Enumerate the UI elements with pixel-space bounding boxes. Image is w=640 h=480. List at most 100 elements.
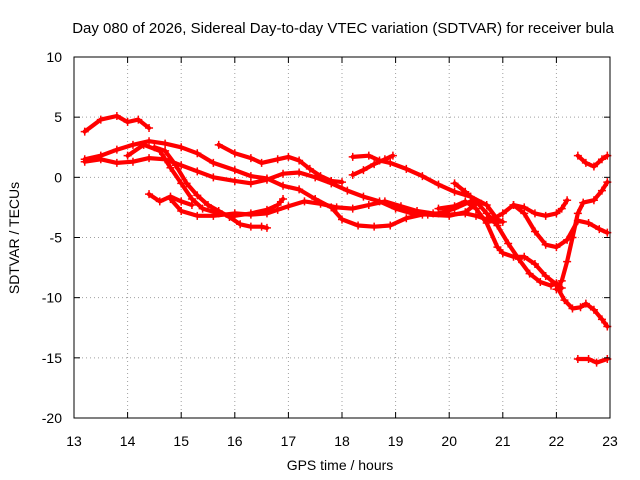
data-point xyxy=(597,155,606,164)
data-point xyxy=(187,201,196,210)
data-point xyxy=(246,179,255,188)
data-point xyxy=(579,198,588,207)
data-point xyxy=(257,158,266,167)
axis-ticks: 13 14 15 16 17 18 19 20 21 22 23 10 5 0 -5 -10 -15 -20 xyxy=(42,49,618,449)
data-point xyxy=(230,176,239,185)
data-point xyxy=(520,252,529,261)
data-point xyxy=(150,143,159,152)
y-tick-label: 5 xyxy=(54,109,62,125)
data-point xyxy=(520,209,529,218)
data-point xyxy=(295,185,304,194)
data-point xyxy=(112,158,121,167)
data-point xyxy=(193,211,202,220)
data-point xyxy=(198,204,207,213)
data-point xyxy=(80,157,89,166)
data-point xyxy=(482,201,491,210)
data-point xyxy=(592,358,601,367)
x-tick-label: 21 xyxy=(495,433,511,449)
data-point xyxy=(509,201,518,210)
data-point xyxy=(498,209,507,218)
data-point xyxy=(450,179,459,188)
chart-title: Day 080 of 2026, Sidereal Day-to-day VTE… xyxy=(72,20,614,37)
data-point xyxy=(386,158,395,167)
data-point xyxy=(552,281,561,290)
x-tick-label: 19 xyxy=(388,433,404,449)
data-point xyxy=(434,180,443,189)
data-point xyxy=(557,204,566,213)
data-point xyxy=(128,157,137,166)
data-point xyxy=(581,158,590,167)
data-point xyxy=(552,209,561,218)
data-point xyxy=(589,305,598,314)
data-point xyxy=(171,161,180,170)
data-series xyxy=(80,111,612,367)
data-point xyxy=(193,191,202,200)
data-point xyxy=(316,172,325,181)
data-point xyxy=(279,169,288,178)
data-point xyxy=(177,197,186,206)
data-point xyxy=(284,202,293,211)
data-point xyxy=(214,140,223,149)
data-point xyxy=(123,151,132,160)
data-point xyxy=(563,257,572,266)
data-point xyxy=(541,272,550,281)
x-tick-label: 16 xyxy=(227,433,243,449)
data-point xyxy=(193,149,202,158)
data-point xyxy=(461,209,470,218)
data-point xyxy=(177,143,186,152)
data-point xyxy=(525,269,534,278)
data-point xyxy=(209,158,218,167)
data-point xyxy=(230,209,239,218)
data-point xyxy=(536,278,545,287)
data-point xyxy=(257,222,266,231)
x-tick-label: 14 xyxy=(120,433,136,449)
data-point xyxy=(134,115,143,124)
data-point xyxy=(300,197,309,206)
data-point xyxy=(246,172,255,181)
data-point xyxy=(573,209,582,218)
x-tick-label: 22 xyxy=(549,433,565,449)
data-point xyxy=(209,173,218,182)
series-sat-i xyxy=(350,153,505,224)
data-point xyxy=(530,259,539,268)
series-sat-o xyxy=(554,180,610,292)
data-point xyxy=(461,197,470,206)
data-point xyxy=(418,172,427,181)
data-point xyxy=(177,207,186,216)
data-point xyxy=(305,164,314,173)
data-point xyxy=(584,355,593,364)
data-point xyxy=(589,196,598,205)
data-point xyxy=(568,304,577,313)
data-point xyxy=(230,149,239,158)
data-point xyxy=(348,170,357,179)
series-sat-p xyxy=(554,283,610,329)
data-point xyxy=(112,145,121,154)
data-point xyxy=(161,146,170,155)
data-point xyxy=(161,139,170,148)
x-tick-label: 20 xyxy=(441,433,457,449)
data-point xyxy=(498,217,507,226)
data-point xyxy=(112,111,121,120)
data-point xyxy=(343,186,352,195)
data-point xyxy=(166,163,175,172)
series-sat-q xyxy=(575,153,610,169)
data-point xyxy=(123,117,132,126)
data-point xyxy=(595,225,604,234)
data-point xyxy=(445,210,454,219)
data-point xyxy=(413,207,422,216)
data-point xyxy=(461,187,470,196)
data-point xyxy=(246,154,255,163)
data-point xyxy=(145,190,154,199)
data-point xyxy=(364,151,373,160)
data-point xyxy=(145,137,154,146)
data-point xyxy=(262,175,271,184)
data-point xyxy=(338,215,346,224)
data-point xyxy=(493,221,502,230)
data-point xyxy=(402,214,411,223)
data-point xyxy=(295,156,304,165)
data-point xyxy=(145,154,154,163)
data-point xyxy=(576,303,585,312)
y-tick-label: -5 xyxy=(50,230,63,246)
data-point xyxy=(182,179,191,188)
data-point xyxy=(273,155,282,164)
